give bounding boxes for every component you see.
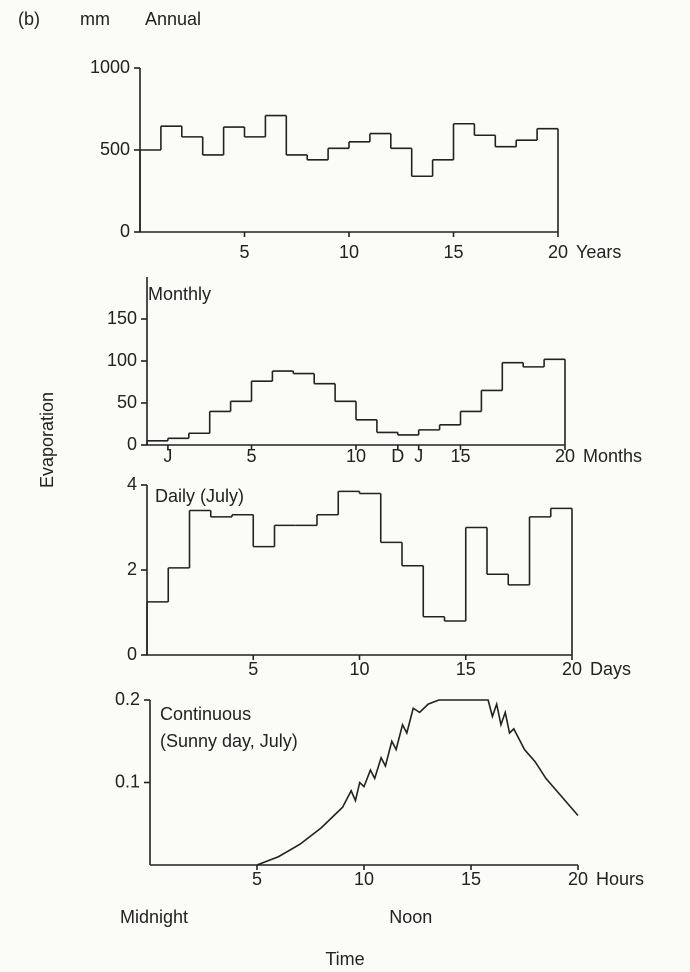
x-axis-label: Time [325, 949, 364, 969]
x-unit: Years [576, 242, 621, 262]
panel-title: Monthly [148, 284, 211, 304]
y-tick-label: 100 [107, 350, 137, 370]
panel-title: Continuous [160, 704, 251, 724]
panel-title: (Sunny day, July) [160, 731, 298, 751]
x-tick-label: 5 [239, 242, 249, 262]
x-tick-label: 10 [349, 659, 369, 679]
y-unit: mm [80, 9, 110, 29]
x-tick-label: 10 [339, 242, 359, 262]
y-tick-label: 0.1 [115, 771, 140, 791]
y-tick-label: 0 [127, 434, 137, 454]
panel-title: Annual [145, 9, 201, 29]
y-axis-label: Evaporation [37, 392, 57, 488]
x-tick-label: 10 [346, 446, 366, 466]
x-unit: Months [583, 446, 642, 466]
x-tick-label: 20 [568, 869, 588, 889]
x-tick-label: 5 [248, 659, 258, 679]
x-tick-label: 5 [246, 446, 256, 466]
y-tick-label: 50 [117, 392, 137, 412]
x-unit: Hours [596, 869, 644, 889]
y-tick-label: 2 [127, 559, 137, 579]
annotation: Midnight [120, 907, 188, 927]
y-tick-label: 4 [127, 474, 137, 494]
x-tick-label: 20 [562, 659, 582, 679]
x-tick-label: 15 [450, 446, 470, 466]
annotation: Noon [389, 907, 432, 927]
x-tick-label: J [414, 446, 423, 466]
y-tick-label: 500 [100, 139, 130, 159]
x-tick-label: 15 [443, 242, 463, 262]
x-tick-label: 20 [555, 446, 575, 466]
y-tick-label: 1000 [90, 57, 130, 77]
y-tick-label: 150 [107, 308, 137, 328]
y-tick-label: 0 [127, 644, 137, 664]
x-tick-label: D [391, 446, 404, 466]
x-unit: Days [590, 659, 631, 679]
y-tick-label: 0 [120, 221, 130, 241]
x-tick-label: 20 [548, 242, 568, 262]
x-tick-label: 15 [456, 659, 476, 679]
panel-label: (b) [18, 9, 40, 29]
panel-title: Daily (July) [155, 486, 244, 506]
x-tick-label: 15 [461, 869, 481, 889]
data-line [256, 699, 579, 866]
x-tick-label: J [163, 446, 172, 466]
x-tick-label: 10 [354, 869, 374, 889]
y-tick-label: 0.2 [115, 689, 140, 709]
x-tick-label: 5 [252, 869, 262, 889]
